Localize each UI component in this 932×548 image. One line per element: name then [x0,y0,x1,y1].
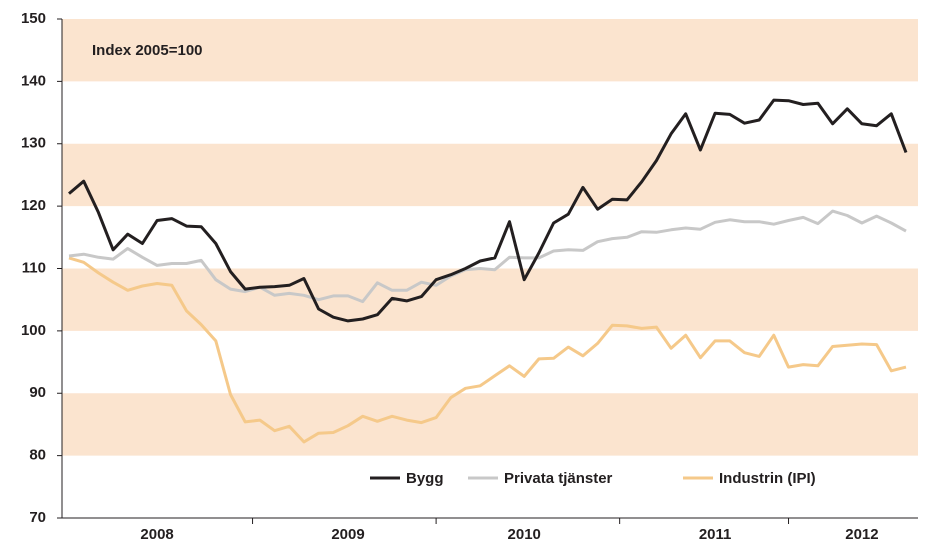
y-tick-label: 130 [21,135,46,152]
y-tick-label: 150 [21,10,46,27]
series-line [68,256,907,444]
y-tick-label: 120 [21,197,46,214]
y-tick-label: 70 [29,509,46,526]
y-tick-label: 140 [21,72,46,89]
annotation: Index 2005=100 [92,42,203,59]
y-tick-label: 90 [29,384,46,401]
band [62,268,918,331]
x-tick-label: 2008 [140,526,173,543]
x-tick-label: 2012 [845,526,878,543]
legend-label: Industrin (IPI) [719,470,816,487]
x-tick-label: 2011 [699,526,732,543]
y-tick-label: 100 [21,322,46,339]
x-tick-label: 2009 [331,526,364,543]
legend-label: Bygg [406,470,444,487]
y-tick-label: 80 [29,447,46,464]
x-tick-label: 2010 [508,526,541,543]
legend-label: Privata tjänster [504,470,613,487]
band [62,143,918,207]
band [62,19,918,82]
y-tick-label: 110 [22,259,46,276]
series-line [68,209,907,304]
band [62,393,918,456]
series-line [68,98,908,323]
